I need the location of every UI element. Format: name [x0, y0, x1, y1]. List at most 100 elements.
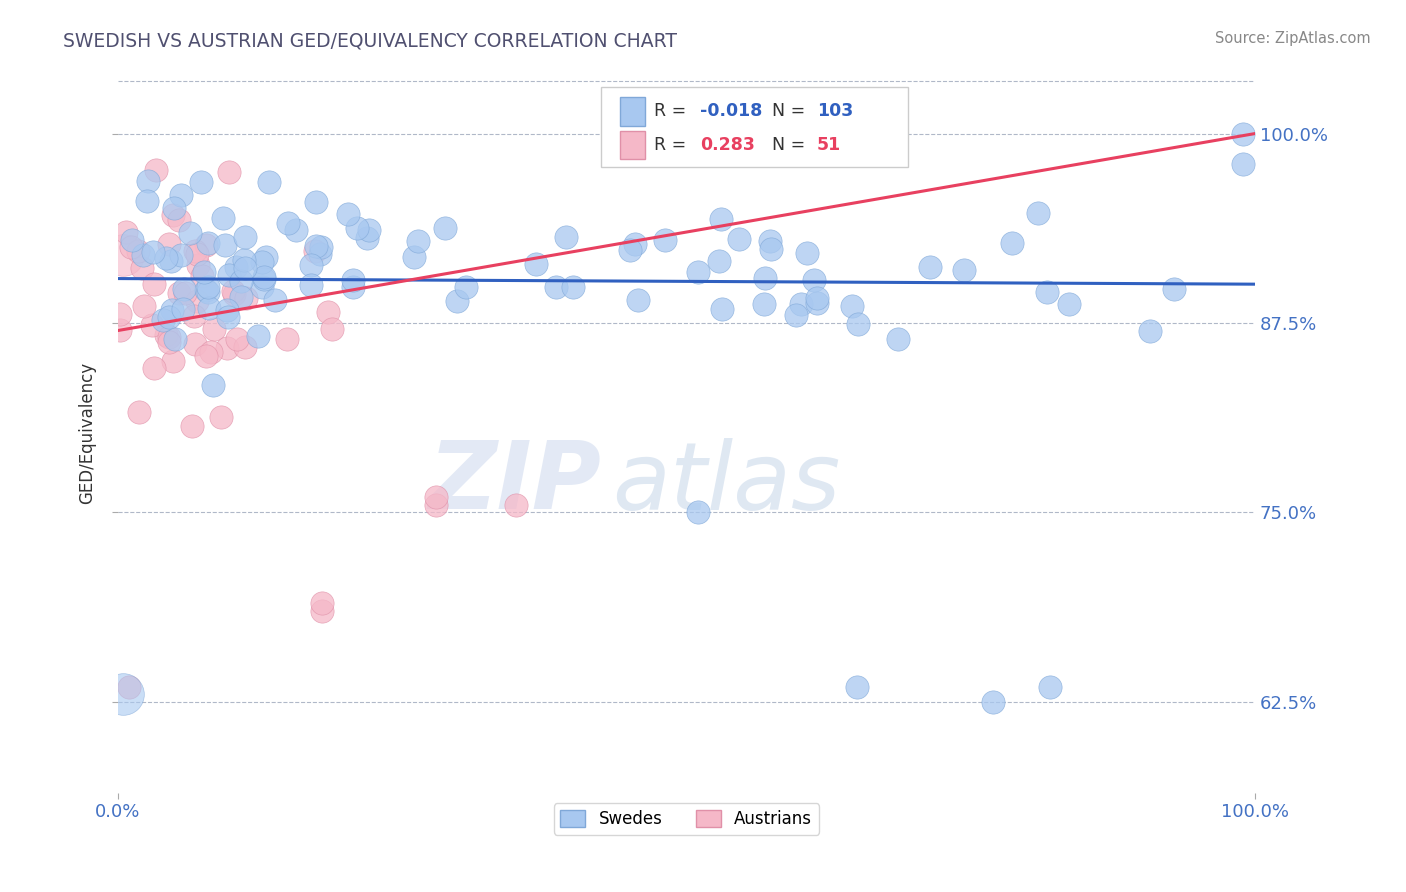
- Point: [305, 195, 328, 210]
- Point: [342, 273, 364, 287]
- Point: [311, 596, 333, 610]
- Point: [544, 279, 567, 293]
- Point: [346, 220, 368, 235]
- Point: [686, 505, 709, 519]
- Point: [252, 272, 274, 286]
- Point: [229, 290, 252, 304]
- Point: [222, 285, 245, 299]
- Point: [112, 687, 135, 701]
- Point: [561, 280, 583, 294]
- Point: [209, 409, 232, 424]
- Point: [181, 419, 204, 434]
- Text: 51: 51: [817, 136, 841, 154]
- Y-axis label: GED/Equivalency: GED/Equivalency: [79, 362, 96, 504]
- Point: [299, 278, 322, 293]
- Point: [211, 211, 233, 226]
- Point: [845, 680, 868, 694]
- Point: [142, 361, 165, 376]
- Point: [404, 251, 426, 265]
- Point: [316, 305, 339, 319]
- Point: [1036, 285, 1059, 299]
- Point: [187, 258, 209, 272]
- Point: [157, 237, 180, 252]
- Point: [162, 354, 184, 368]
- Point: [183, 309, 205, 323]
- Point: [115, 225, 138, 239]
- Point: [135, 194, 157, 208]
- Point: [752, 297, 775, 311]
- Point: [162, 201, 184, 215]
- Text: atlas: atlas: [613, 438, 841, 529]
- Point: [253, 269, 276, 284]
- Point: [785, 308, 807, 322]
- Point: [152, 313, 174, 327]
- Point: [233, 230, 256, 244]
- Point: [190, 268, 212, 283]
- Point: [222, 287, 245, 301]
- Point: [233, 252, 256, 267]
- Text: Source: ZipAtlas.com: Source: ZipAtlas.com: [1215, 31, 1371, 46]
- Point: [1163, 282, 1185, 296]
- Text: 0.283: 0.283: [700, 136, 755, 154]
- Point: [184, 336, 207, 351]
- Point: [654, 233, 676, 247]
- Point: [627, 293, 650, 307]
- Point: [728, 232, 751, 246]
- Point: [131, 261, 153, 276]
- Point: [167, 212, 190, 227]
- Point: [179, 226, 201, 240]
- Point: [887, 332, 910, 346]
- Point: [170, 188, 193, 202]
- Point: [145, 162, 167, 177]
- Point: [233, 340, 256, 354]
- Point: [225, 260, 247, 274]
- Point: [1139, 324, 1161, 338]
- Point: [1232, 127, 1254, 141]
- Point: [803, 273, 825, 287]
- Point: [311, 604, 333, 618]
- Point: [215, 302, 238, 317]
- Point: [1232, 157, 1254, 171]
- Point: [1039, 680, 1062, 694]
- Point: [356, 231, 378, 245]
- Point: [619, 243, 641, 257]
- Point: [195, 349, 218, 363]
- Point: [136, 174, 159, 188]
- Point: [710, 212, 733, 227]
- Point: [505, 498, 527, 512]
- Point: [796, 245, 818, 260]
- Point: [983, 695, 1005, 709]
- Point: [218, 164, 240, 178]
- Point: [118, 680, 141, 694]
- Point: [235, 291, 257, 305]
- Point: [1001, 236, 1024, 251]
- Point: [167, 285, 190, 300]
- Point: [120, 240, 142, 254]
- Point: [357, 223, 380, 237]
- Point: [425, 490, 447, 504]
- Point: [121, 233, 143, 247]
- Point: [142, 277, 165, 292]
- Point: [408, 234, 430, 248]
- Point: [256, 250, 278, 264]
- Point: [336, 207, 359, 221]
- Point: [454, 280, 477, 294]
- Text: N =: N =: [772, 102, 810, 120]
- Text: SWEDISH VS AUSTRIAN GED/EQUIVALENCY CORRELATION CHART: SWEDISH VS AUSTRIAN GED/EQUIVALENCY CORR…: [63, 31, 678, 50]
- Point: [806, 296, 828, 310]
- Point: [215, 341, 238, 355]
- Point: [920, 260, 942, 274]
- Point: [759, 234, 782, 248]
- Point: [1026, 206, 1049, 220]
- Point: [311, 240, 333, 254]
- Point: [202, 321, 225, 335]
- Point: [304, 244, 326, 258]
- Point: [195, 238, 218, 252]
- FancyBboxPatch shape: [620, 130, 645, 160]
- Text: R =: R =: [655, 102, 692, 120]
- Point: [141, 318, 163, 332]
- Point: [195, 283, 218, 297]
- Point: [127, 244, 149, 258]
- Point: [132, 248, 155, 262]
- Point: [433, 220, 456, 235]
